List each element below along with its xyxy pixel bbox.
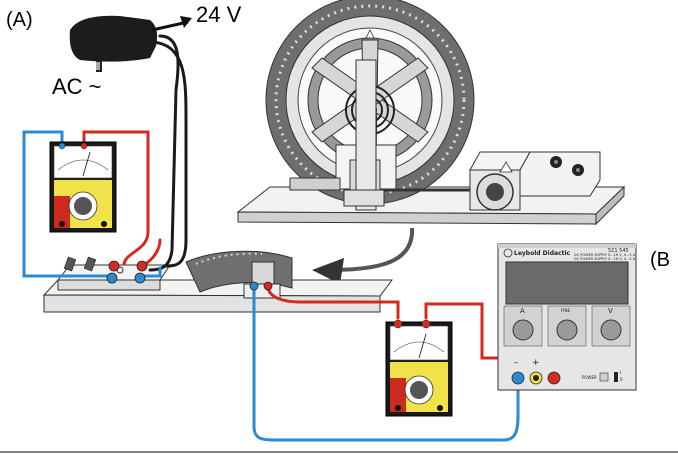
panel-b-label: (B	[650, 249, 670, 271]
supply-model: 521 545	[608, 248, 629, 254]
supply-spec-2: DC POWER SUPPLY 0...16 V, 0...5 A	[574, 257, 636, 261]
ac-power-adapter-icon	[69, 15, 192, 72]
switch-on-label: I	[620, 370, 622, 375]
analog-multimeter-icon	[49, 141, 117, 233]
pohl-torsion-pendulum-icon	[265, 0, 475, 211]
supply-spec-1: DC POWER SUPPLY 0...16 V, 0...5 A	[574, 253, 636, 257]
adapter-voltage-label: 24 V	[196, 2, 242, 27]
supply-brand: Leybold Didactic	[514, 250, 571, 257]
analog-multimeter-icon	[385, 319, 453, 417]
switch-off-label: 0	[620, 377, 623, 382]
knob-fine-label: FINE	[561, 308, 570, 313]
knob-v-label: V	[608, 307, 613, 315]
eccentric-drive-motor-icon	[384, 151, 601, 211]
power-label: POWER	[582, 375, 597, 380]
panel-a-label: (A)	[6, 9, 33, 31]
terminal-plus-label: +	[532, 358, 540, 368]
terminal-minus-label: –	[514, 358, 519, 368]
blue-wires	[22, 130, 520, 442]
dc-power-supply-icon	[497, 243, 637, 391]
brake-cable	[312, 227, 415, 284]
adapter-input-label: AC ~	[52, 74, 102, 99]
knob-a-label: A	[520, 307, 525, 315]
black-wires	[148, 34, 188, 272]
terminal-plugs	[106, 260, 273, 291]
